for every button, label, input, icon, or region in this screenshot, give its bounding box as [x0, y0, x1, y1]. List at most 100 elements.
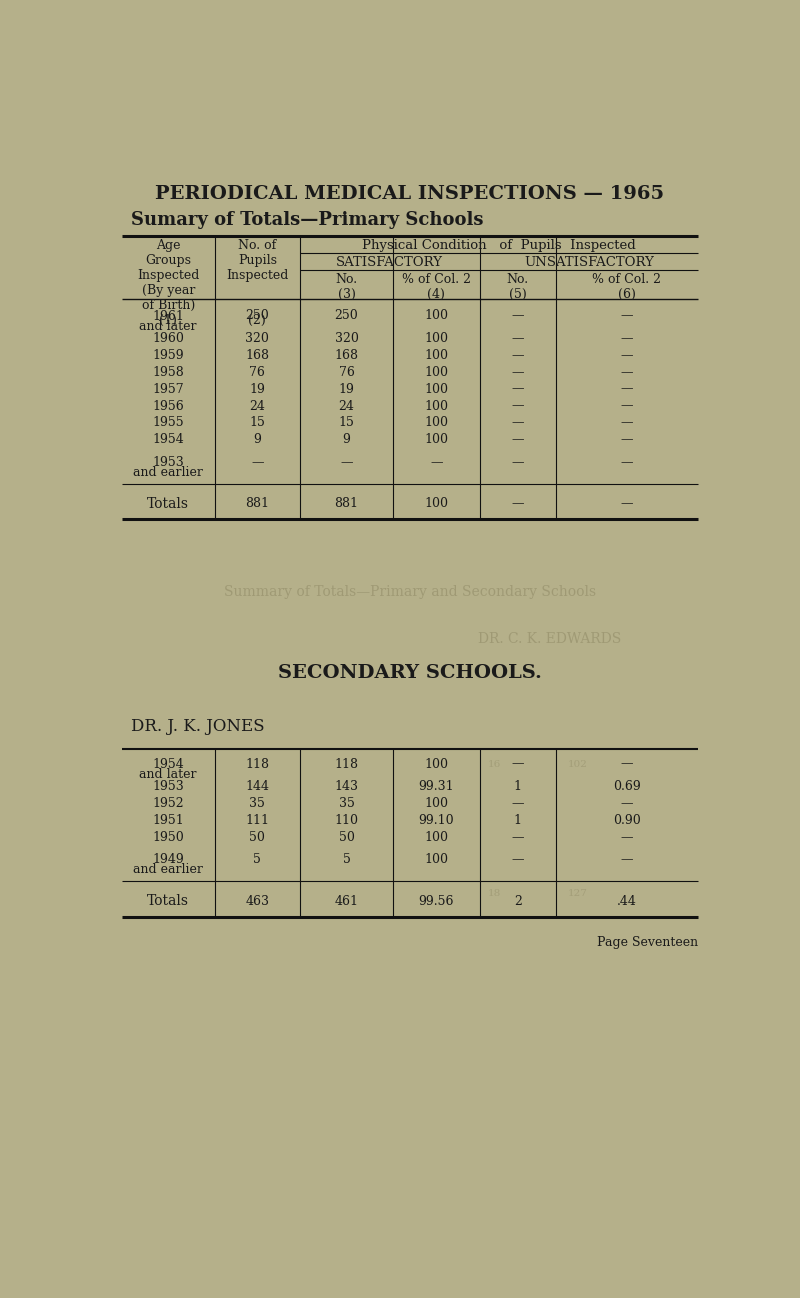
Text: 19: 19 [338, 383, 354, 396]
Text: —: — [621, 349, 634, 362]
Text: —: — [621, 417, 634, 430]
Text: 1958: 1958 [152, 366, 184, 379]
Text: —: — [621, 831, 634, 844]
Text: 143: 143 [334, 780, 358, 793]
Text: % of Col. 2
(4): % of Col. 2 (4) [402, 273, 471, 301]
Text: 0.90: 0.90 [613, 814, 641, 827]
Text: 100: 100 [424, 831, 448, 844]
Text: 1952: 1952 [152, 797, 184, 810]
Text: DR. J. K. JONES: DR. J. K. JONES [131, 718, 265, 735]
Text: —: — [621, 758, 634, 771]
Text: 50: 50 [250, 831, 266, 844]
Text: 15: 15 [250, 417, 266, 430]
Text: 1: 1 [514, 814, 522, 827]
Text: 100: 100 [424, 434, 448, 447]
Text: —: — [511, 831, 524, 844]
Text: —: — [621, 383, 634, 396]
Text: 1956: 1956 [152, 400, 184, 413]
Text: 18: 18 [487, 889, 501, 898]
Text: —: — [340, 456, 353, 469]
Text: SATISFACTORY: SATISFACTORY [336, 256, 443, 269]
Text: 111: 111 [246, 814, 270, 827]
Text: 127: 127 [567, 889, 587, 898]
Text: 320: 320 [246, 332, 270, 345]
Text: 881: 881 [334, 497, 358, 510]
Text: 1949: 1949 [152, 853, 184, 866]
Text: 5: 5 [342, 853, 350, 866]
Text: 250: 250 [246, 309, 270, 322]
Text: —: — [621, 400, 634, 413]
Text: 1954: 1954 [152, 434, 184, 447]
Text: —: — [621, 853, 634, 866]
Text: 99.31: 99.31 [418, 780, 454, 793]
Text: 100: 100 [424, 332, 448, 345]
Text: —: — [511, 853, 524, 866]
Text: 1950: 1950 [152, 831, 184, 844]
Text: —: — [621, 309, 634, 322]
Text: 320: 320 [334, 332, 358, 345]
Text: No.
(5): No. (5) [506, 273, 529, 301]
Text: and earlier: and earlier [134, 863, 203, 876]
Text: 24: 24 [338, 400, 354, 413]
Text: 35: 35 [250, 797, 266, 810]
Text: 76: 76 [250, 366, 266, 379]
Text: —: — [511, 434, 524, 447]
Text: 100: 100 [424, 417, 448, 430]
Text: 100: 100 [424, 758, 448, 771]
Text: 1951: 1951 [152, 814, 184, 827]
Text: 100: 100 [424, 797, 448, 810]
Text: —: — [511, 417, 524, 430]
Text: 76: 76 [338, 366, 354, 379]
Text: 100: 100 [424, 383, 448, 396]
Text: 1960: 1960 [152, 332, 184, 345]
Text: 461: 461 [334, 894, 358, 907]
Text: 110: 110 [334, 814, 358, 827]
Text: 168: 168 [334, 349, 358, 362]
Text: 5: 5 [254, 853, 262, 866]
Text: 9: 9 [254, 434, 262, 447]
Text: —: — [511, 309, 524, 322]
Text: 50: 50 [338, 831, 354, 844]
Text: 144: 144 [246, 780, 270, 793]
Text: —: — [511, 497, 524, 510]
Text: 250: 250 [334, 309, 358, 322]
Text: PERIODICAL MEDICAL INSPECTIONS — 1965: PERIODICAL MEDICAL INSPECTIONS — 1965 [155, 186, 665, 202]
Text: —: — [511, 456, 524, 469]
Text: —: — [251, 456, 263, 469]
Text: 100: 100 [424, 309, 448, 322]
Text: 99.10: 99.10 [418, 814, 454, 827]
Text: Sumary of Totals—Primary Schools: Sumary of Totals—Primary Schools [131, 212, 483, 230]
Text: DR. C. K. EDWARDS: DR. C. K. EDWARDS [478, 632, 621, 645]
Text: Physical Condition   of  Pupils  Inspected: Physical Condition of Pupils Inspected [362, 239, 636, 252]
Text: —: — [511, 349, 524, 362]
Text: 463: 463 [246, 894, 270, 907]
Text: 15: 15 [338, 417, 354, 430]
Text: 100: 100 [424, 853, 448, 866]
Text: —: — [621, 366, 634, 379]
Text: —: — [511, 366, 524, 379]
Text: 1953: 1953 [152, 780, 184, 793]
Text: 1955: 1955 [152, 417, 184, 430]
Text: .44: .44 [617, 894, 637, 907]
Text: 100: 100 [424, 349, 448, 362]
Text: No. of
Pupils
Inspected


(2): No. of Pupils Inspected (2) [226, 239, 289, 327]
Text: —: — [430, 456, 442, 469]
Text: —: — [621, 797, 634, 810]
Text: and later: and later [139, 319, 197, 332]
Text: Summary of Totals—Primary and Secondary Schools: Summary of Totals—Primary and Secondary … [224, 585, 596, 600]
Text: 881: 881 [246, 497, 270, 510]
Text: 100: 100 [424, 366, 448, 379]
Text: —: — [511, 400, 524, 413]
Text: 100: 100 [424, 497, 448, 510]
Text: 118: 118 [334, 758, 358, 771]
Text: 1957: 1957 [152, 383, 184, 396]
Text: 168: 168 [246, 349, 270, 362]
Text: Page Seventeen: Page Seventeen [597, 936, 698, 949]
Text: 19: 19 [250, 383, 266, 396]
Text: % of Col. 2
(6): % of Col. 2 (6) [593, 273, 662, 301]
Text: —: — [621, 434, 634, 447]
Text: 1954: 1954 [152, 758, 184, 771]
Text: 99.56: 99.56 [418, 894, 454, 907]
Text: 1961: 1961 [152, 310, 184, 323]
Text: —: — [621, 332, 634, 345]
